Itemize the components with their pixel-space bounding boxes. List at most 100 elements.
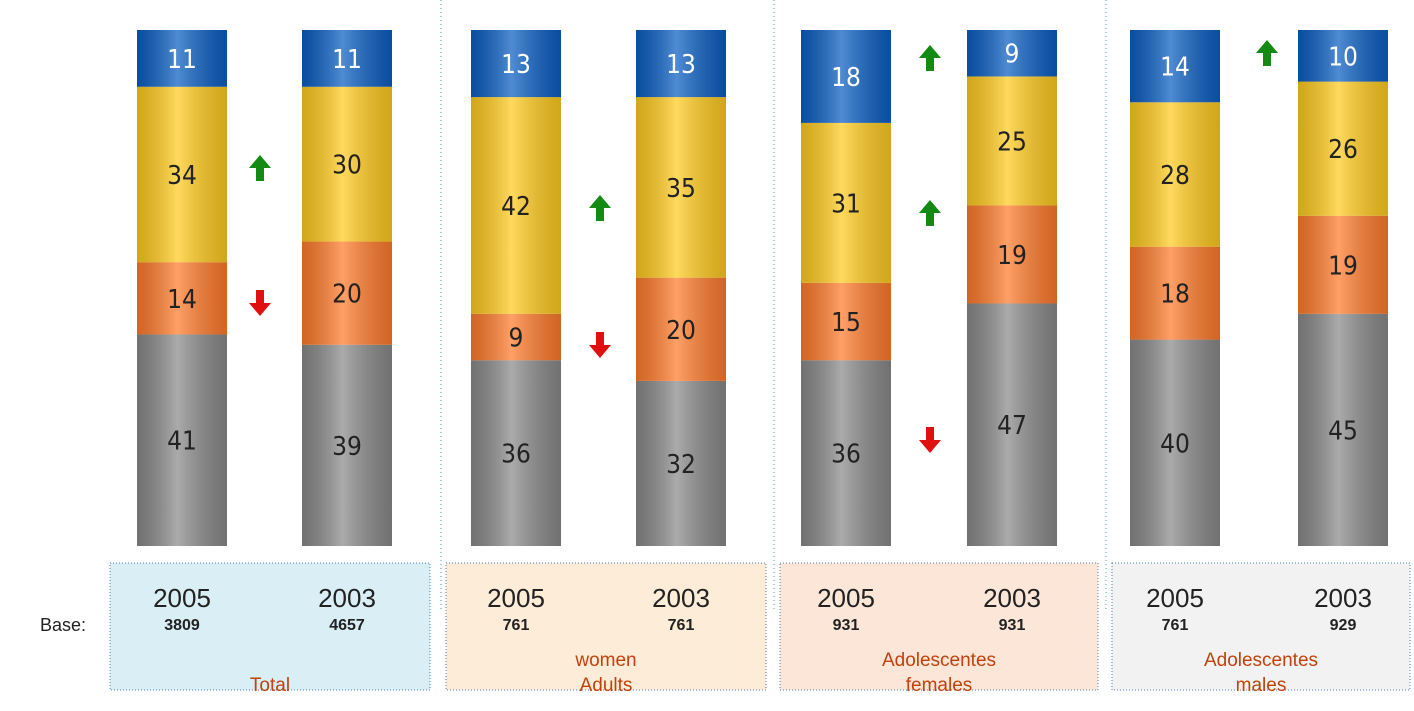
segment-label: 13 (501, 50, 531, 80)
base-value: 929 (1330, 617, 1357, 634)
shine (636, 277, 726, 381)
segment-label: 42 (501, 192, 531, 222)
year-label: 2003 (318, 583, 376, 613)
segment-label: 19 (1328, 251, 1358, 281)
base-value: 3809 (164, 617, 200, 634)
year-label: 2003 (652, 583, 710, 613)
segment-label: 36 (501, 440, 531, 470)
shine (1130, 102, 1220, 247)
shine (636, 97, 726, 278)
segment-label: 11 (167, 45, 197, 75)
shine (471, 30, 561, 98)
shine (137, 334, 227, 546)
segment-label: 18 (831, 63, 861, 93)
shine (636, 380, 726, 546)
shine (801, 282, 891, 361)
arrow-up (919, 200, 941, 226)
segment-label: 40 (1160, 429, 1190, 459)
segment-label: 32 (666, 450, 696, 480)
base-value: 761 (668, 617, 695, 634)
base-value: 931 (833, 617, 860, 634)
segment-label: 18 (1160, 280, 1190, 310)
shine (302, 30, 392, 87)
segment-label: 20 (666, 316, 696, 346)
shine (801, 360, 891, 546)
year-label: 2005 (817, 583, 875, 613)
year-label: 2003 (983, 583, 1041, 613)
arrow-down (249, 290, 271, 316)
arrow-down (919, 427, 941, 453)
segment-label: 15 (831, 308, 861, 338)
group-box (109, 562, 431, 691)
shine (801, 122, 891, 283)
shine (471, 97, 561, 314)
shine (1130, 246, 1220, 340)
segment-label: 9 (1005, 40, 1020, 70)
base-value: 761 (1162, 617, 1189, 634)
base-label: Base: (40, 615, 86, 635)
group-box (445, 562, 767, 691)
group-box (1111, 562, 1411, 691)
segment-label: 35 (666, 174, 696, 204)
shine (471, 313, 561, 361)
shine (302, 86, 392, 242)
segment-label: 25 (997, 127, 1027, 157)
segment-label: 34 (167, 161, 197, 191)
segment-label: 31 (831, 189, 861, 219)
arrow-up (1256, 40, 1278, 66)
shine (1130, 30, 1220, 103)
shine (471, 360, 561, 546)
segment-label: 28 (1160, 161, 1190, 191)
segment-label: 20 (332, 280, 362, 310)
arrow-up (919, 45, 941, 71)
shine (1298, 215, 1388, 314)
segment-label: 9 (509, 324, 524, 354)
shine (137, 262, 227, 335)
group-name: Total (250, 675, 290, 696)
shine (801, 30, 891, 123)
segment-label: 14 (1160, 53, 1190, 83)
shine (302, 344, 392, 546)
segment-label: 41 (167, 427, 197, 457)
segment-label: 39 (332, 432, 362, 462)
segment-label: 26 (1328, 135, 1358, 165)
group-name: Adolescentes (1204, 650, 1318, 671)
segment-label: 47 (997, 411, 1027, 441)
arrow-up (589, 195, 611, 221)
shine (636, 30, 726, 98)
group-name: women (574, 650, 636, 671)
year-label: 2005 (487, 583, 545, 613)
segment-label: 36 (831, 440, 861, 470)
year-label: 2005 (1146, 583, 1204, 613)
year-label: 2003 (1314, 583, 1372, 613)
shine (967, 205, 1057, 304)
arrows (249, 40, 1278, 453)
shine (137, 30, 227, 87)
shine (1298, 313, 1388, 546)
segment-label: 14 (167, 285, 197, 315)
group-name: Adults (580, 675, 633, 696)
group-name: males (1236, 675, 1287, 696)
group-name: females (906, 675, 973, 696)
segment-label: 30 (332, 151, 362, 181)
shine (137, 86, 227, 263)
segment-label: 10 (1328, 42, 1358, 72)
segment-label: 19 (997, 241, 1027, 271)
group-name: Adolescentes (882, 650, 996, 671)
shine (1130, 339, 1220, 546)
base-value: 4657 (329, 617, 365, 634)
shine (1298, 30, 1388, 82)
arrow-down (589, 332, 611, 358)
shine (967, 76, 1057, 206)
shine (302, 241, 392, 345)
segment-label: 11 (332, 45, 362, 75)
year-label: 2005 (153, 583, 211, 613)
shine (967, 303, 1057, 546)
shine (967, 30, 1057, 77)
group-box (779, 562, 1099, 691)
segment-label: 13 (666, 50, 696, 80)
arrow-up (249, 155, 271, 181)
segment-label: 45 (1328, 416, 1358, 446)
